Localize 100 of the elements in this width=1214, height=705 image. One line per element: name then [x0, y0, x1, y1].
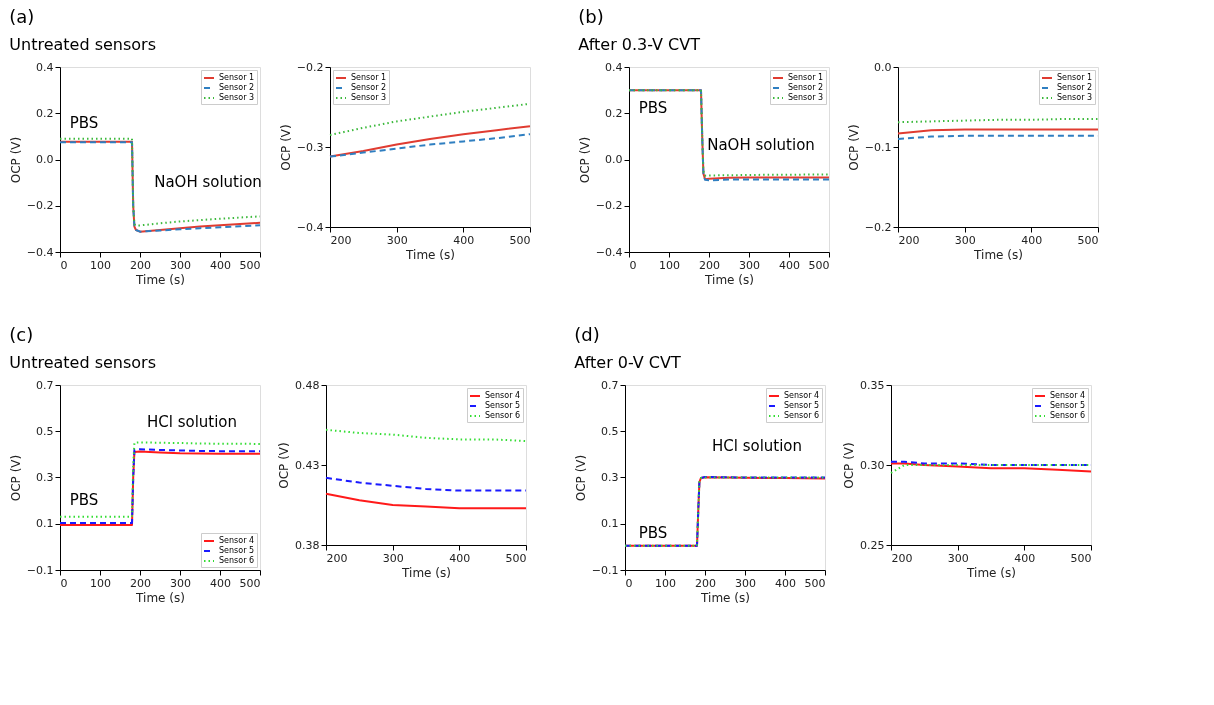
x-tick-label: 100: [659, 258, 680, 272]
x-tick-label: 400: [1021, 233, 1043, 247]
y-tick-label: 0.48: [295, 378, 320, 392]
x-axis-title: Time (s): [704, 272, 754, 287]
x-axis-title: Time (s): [135, 590, 185, 605]
y-tick-label: 0.4: [605, 60, 623, 74]
legend-label: Sensor 6: [1050, 411, 1086, 420]
x-tick-label: 300: [947, 551, 969, 565]
y-tick-label: 0.1: [601, 517, 619, 531]
annotation: PBS: [638, 98, 668, 117]
legend-label: Sensor 3: [351, 93, 387, 102]
y-axis-title: OCP (V): [577, 136, 592, 184]
x-tick-label: 500: [1077, 233, 1099, 247]
x-tick-label: 200: [330, 233, 352, 247]
y-tick-label: 0.2: [605, 106, 623, 120]
legend-label: Sensor 3: [1057, 93, 1093, 102]
line-series: [624, 476, 826, 547]
y-tick-label: −0.1: [591, 563, 619, 577]
line-series: [325, 476, 527, 492]
x-axis-title: Time (s): [966, 565, 1016, 580]
x-tick-label: 400: [453, 233, 475, 247]
x-tick-label: 0: [60, 576, 68, 590]
y-tick-label: −0.4: [26, 245, 54, 259]
legend-label: Sensor 2: [219, 83, 255, 92]
x-tick-label: 400: [775, 576, 796, 590]
y-tick-label: −0.1: [26, 563, 54, 577]
y-axis-title: OCP (V): [573, 454, 588, 502]
y-tick-label: 0.3: [36, 471, 54, 484]
line-series: [325, 492, 527, 510]
x-tick-label: 500: [505, 551, 527, 565]
x-tick-label: 500: [1070, 551, 1092, 565]
y-tick-label: 0.1: [36, 517, 54, 531]
x-tick-label: 100: [655, 576, 676, 590]
x-tick-label: 200: [898, 233, 920, 247]
x-tick-label: 0: [629, 258, 637, 272]
y-tick-label: −0.2: [26, 199, 54, 213]
legend-label: Sensor 4: [219, 536, 255, 545]
y-tick-label: 0.5: [601, 424, 619, 438]
y-axis-title: OCP (V): [846, 124, 861, 171]
y-tick-label: −0.2: [595, 199, 623, 213]
chart-title: (c): [9, 324, 34, 345]
y-tick-label: −0.3: [296, 140, 324, 154]
x-tick-label: 200: [891, 551, 913, 565]
x-tick-label: 500: [239, 576, 261, 590]
legend-label: Sensor 4: [1050, 391, 1086, 400]
x-tick-label: 400: [210, 258, 231, 272]
y-tick-label: 0.7: [36, 378, 54, 392]
legend-label: Sensor 5: [784, 401, 820, 410]
y-tick-label: −0.4: [595, 245, 623, 259]
x-tick-label: 300: [382, 551, 404, 565]
y-tick-label: 0.38: [295, 538, 320, 552]
annotation: NaOH solution: [707, 135, 815, 154]
legend-label: Sensor 5: [1050, 401, 1086, 410]
legend-label: Sensor 6: [784, 411, 820, 420]
x-tick-label: 300: [739, 258, 760, 272]
x-tick-label: 100: [90, 576, 111, 590]
legend-label: Sensor 1: [788, 73, 824, 82]
x-tick-label: 400: [779, 258, 800, 272]
x-tick-label: 200: [326, 551, 348, 565]
x-axis-title: Time (s): [401, 565, 451, 580]
line-series: [329, 133, 531, 158]
line-series: [329, 125, 531, 158]
x-tick-label: 300: [170, 258, 191, 272]
chart-title: (b): [578, 6, 604, 27]
line-series: [325, 428, 527, 442]
legend-label: Sensor 3: [788, 93, 824, 102]
annotation: HCl solution: [711, 437, 803, 456]
x-tick-label: 400: [1014, 551, 1036, 565]
legend-label: Sensor 2: [351, 83, 387, 92]
x-axis-title: Time (s): [973, 247, 1023, 262]
x-axis-title: Time (s): [405, 247, 455, 262]
chart-subtitle: After 0-V CVT: [574, 353, 681, 372]
line-series: [59, 441, 261, 518]
x-axis-title: Time (s): [700, 590, 750, 605]
legend-label: Sensor 6: [485, 411, 521, 420]
legend-label: Sensor 1: [219, 73, 255, 82]
x-tick-label: 0: [60, 258, 68, 272]
y-tick-label: 0.0: [605, 153, 623, 166]
chart-title: (a): [9, 6, 35, 27]
legend-label: Sensor 4: [784, 391, 820, 400]
y-tick-label: 0.43: [295, 458, 320, 472]
x-axis-title: Time (s): [135, 272, 185, 287]
x-tick-label: 200: [695, 576, 716, 590]
y-tick-label: 0.0: [874, 60, 892, 74]
legend-label: Sensor 1: [1057, 73, 1093, 82]
y-tick-label: 0.25: [860, 538, 885, 552]
x-tick-label: 500: [808, 258, 830, 272]
x-tick-label: 500: [509, 233, 531, 247]
chart-title: (d): [574, 324, 600, 345]
y-tick-label: −0.2: [296, 60, 324, 74]
annotation: PBS: [638, 524, 668, 542]
x-tick-label: 100: [90, 258, 111, 272]
x-tick-label: 0: [625, 576, 633, 590]
annotation: PBS: [69, 113, 99, 132]
y-tick-label: 0.4: [36, 60, 54, 74]
y-axis-title: OCP (V): [8, 454, 23, 502]
x-tick-label: 400: [449, 551, 471, 565]
y-tick-label: 0.5: [36, 424, 54, 438]
y-tick-label: −0.2: [864, 220, 892, 234]
legend-label: Sensor 4: [485, 391, 521, 400]
